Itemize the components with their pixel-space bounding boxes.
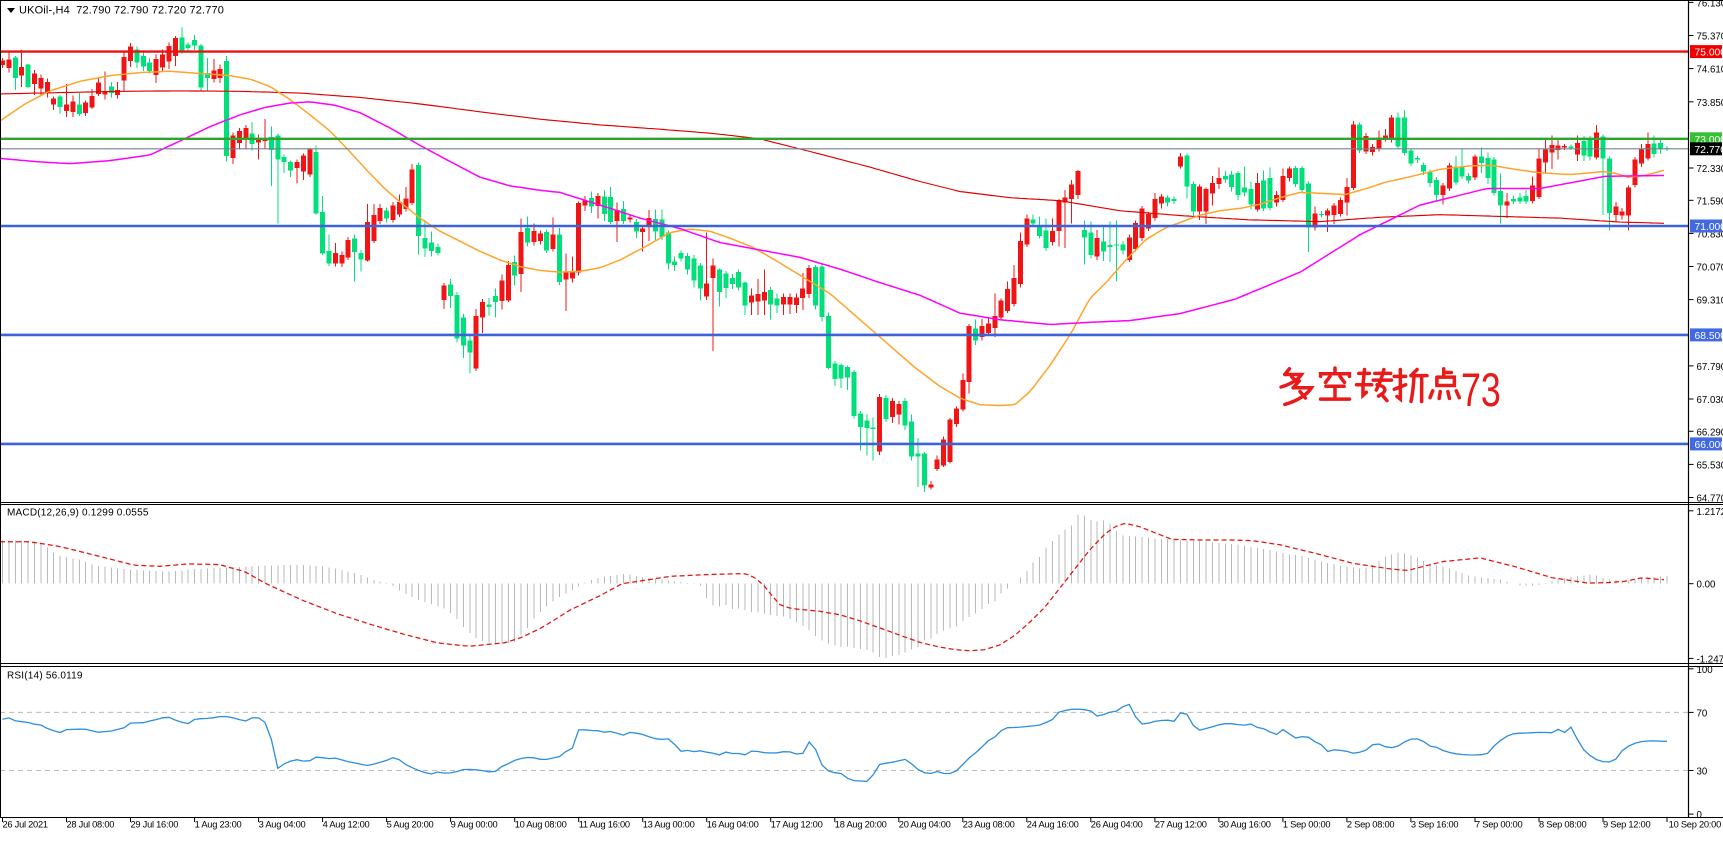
svg-text:0.00: 0.00 (1697, 580, 1716, 591)
svg-text:10 Aug 08:00: 10 Aug 08:00 (515, 820, 567, 830)
svg-text:13 Aug 00:00: 13 Aug 00:00 (643, 820, 695, 830)
svg-text:69.310: 69.310 (1697, 296, 1723, 307)
svg-text:73.850: 73.850 (1697, 98, 1723, 109)
svg-text:72.770: 72.770 (1695, 145, 1723, 156)
svg-text:1.2172: 1.2172 (1697, 507, 1723, 518)
svg-text:71.590: 71.590 (1697, 196, 1723, 207)
svg-text:67.790: 67.790 (1697, 362, 1723, 373)
svg-text:30: 30 (1697, 767, 1708, 778)
svg-text:11 Aug 16:00: 11 Aug 16:00 (579, 820, 630, 830)
svg-text:18 Aug 20:00: 18 Aug 20:00 (835, 820, 887, 830)
svg-text:9 Sep 12:00: 9 Sep 12:00 (1603, 820, 1650, 830)
svg-text:MACD(12,26,9) 0.1299 0.0555: MACD(12,26,9) 0.1299 0.0555 (7, 508, 149, 519)
svg-text:64.770: 64.770 (1697, 494, 1723, 505)
svg-text:75.000: 75.000 (1695, 48, 1723, 59)
svg-text:3 Sep 16:00: 3 Sep 16:00 (1411, 820, 1458, 830)
svg-text:74.610: 74.610 (1697, 65, 1723, 76)
svg-text:5 Aug 20:00: 5 Aug 20:00 (387, 820, 434, 830)
svg-text:8 Sep 08:00: 8 Sep 08:00 (1539, 820, 1586, 830)
svg-text:1 Sep 00:00: 1 Sep 00:00 (1283, 820, 1330, 830)
svg-text:68.500: 68.500 (1695, 331, 1723, 342)
svg-text:100: 100 (1697, 665, 1714, 676)
svg-text:26 Aug 04:00: 26 Aug 04:00 (1091, 820, 1143, 830)
svg-text:2 Sep 08:00: 2 Sep 08:00 (1347, 820, 1394, 830)
svg-text:3 Aug 04:00: 3 Aug 04:00 (259, 820, 306, 830)
svg-text:70.070: 70.070 (1697, 263, 1723, 274)
svg-text:9 Aug 00:00: 9 Aug 00:00 (451, 820, 498, 830)
svg-text:71.000: 71.000 (1695, 222, 1723, 233)
svg-text:16 Aug 04:00: 16 Aug 04:00 (707, 820, 759, 830)
svg-text:24 Aug 16:00: 24 Aug 16:00 (1027, 820, 1079, 830)
svg-text:10 Sep 20:00: 10 Sep 20:00 (1669, 820, 1721, 830)
svg-text:20 Aug 04:00: 20 Aug 04:00 (899, 820, 951, 830)
svg-text:17 Aug 12:00: 17 Aug 12:00 (771, 820, 823, 830)
svg-text:29 Jul 16:00: 29 Jul 16:00 (131, 820, 179, 830)
svg-text:7 Sep 00:00: 7 Sep 00:00 (1475, 820, 1522, 830)
svg-text:70: 70 (1697, 708, 1708, 719)
svg-text:26 Jul 2021: 26 Jul 2021 (3, 820, 48, 830)
svg-text:73: 73 (1461, 363, 1501, 416)
svg-text:-1.2479: -1.2479 (1697, 654, 1723, 665)
svg-text:1 Aug 23:00: 1 Aug 23:00 (195, 820, 242, 830)
svg-text:23 Aug 08:00: 23 Aug 08:00 (963, 820, 1015, 830)
svg-text:75.370: 75.370 (1697, 32, 1723, 43)
svg-text:66.000: 66.000 (1695, 440, 1723, 451)
svg-text:72.330: 72.330 (1697, 164, 1723, 175)
svg-text:67.030: 67.030 (1697, 395, 1723, 406)
svg-text:27 Aug 12:00: 27 Aug 12:00 (1155, 820, 1207, 830)
svg-text:28 Jul 08:00: 28 Jul 08:00 (67, 820, 115, 830)
svg-text:4 Aug 12:00: 4 Aug 12:00 (323, 820, 370, 830)
svg-text:66.290: 66.290 (1697, 427, 1723, 438)
svg-text:RSI(14) 56.0119: RSI(14) 56.0119 (7, 671, 83, 682)
svg-text:UKOil-,H4 72.790 72.790 72.72: UKOil-,H4 72.790 72.790 72.720 72.770 (19, 5, 224, 17)
svg-text:65.530: 65.530 (1697, 460, 1723, 471)
svg-text:30 Aug 16:00: 30 Aug 16:00 (1219, 820, 1271, 830)
svg-text:76.130: 76.130 (1697, 0, 1723, 9)
